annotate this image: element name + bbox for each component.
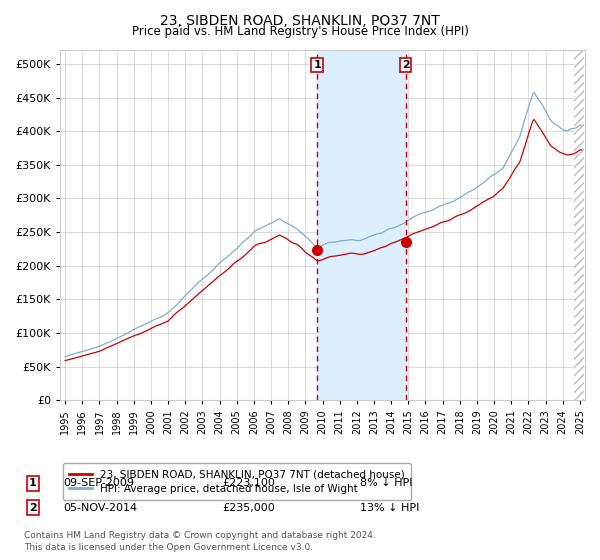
Text: Price paid vs. HM Land Registry's House Price Index (HPI): Price paid vs. HM Land Registry's House … xyxy=(131,25,469,38)
Legend: 23, SIBDEN ROAD, SHANKLIN, PO37 7NT (detached house), HPI: Average price, detach: 23, SIBDEN ROAD, SHANKLIN, PO37 7NT (det… xyxy=(62,463,411,500)
Text: £223,100: £223,100 xyxy=(222,478,275,488)
Text: 2: 2 xyxy=(401,60,409,70)
Text: 2: 2 xyxy=(29,503,37,513)
Text: 1: 1 xyxy=(29,478,37,488)
Text: 8% ↓ HPI: 8% ↓ HPI xyxy=(360,478,413,488)
Text: 09-SEP-2009: 09-SEP-2009 xyxy=(63,478,134,488)
Text: £235,000: £235,000 xyxy=(222,503,275,513)
Bar xyxy=(317,50,406,400)
Text: 23, SIBDEN ROAD, SHANKLIN, PO37 7NT: 23, SIBDEN ROAD, SHANKLIN, PO37 7NT xyxy=(160,14,440,28)
Bar xyxy=(574,44,584,400)
Text: 05-NOV-2014: 05-NOV-2014 xyxy=(63,503,137,513)
Text: 13% ↓ HPI: 13% ↓ HPI xyxy=(360,503,419,513)
Text: 1: 1 xyxy=(313,60,321,70)
Text: Contains HM Land Registry data © Crown copyright and database right 2024.
This d: Contains HM Land Registry data © Crown c… xyxy=(24,531,376,552)
